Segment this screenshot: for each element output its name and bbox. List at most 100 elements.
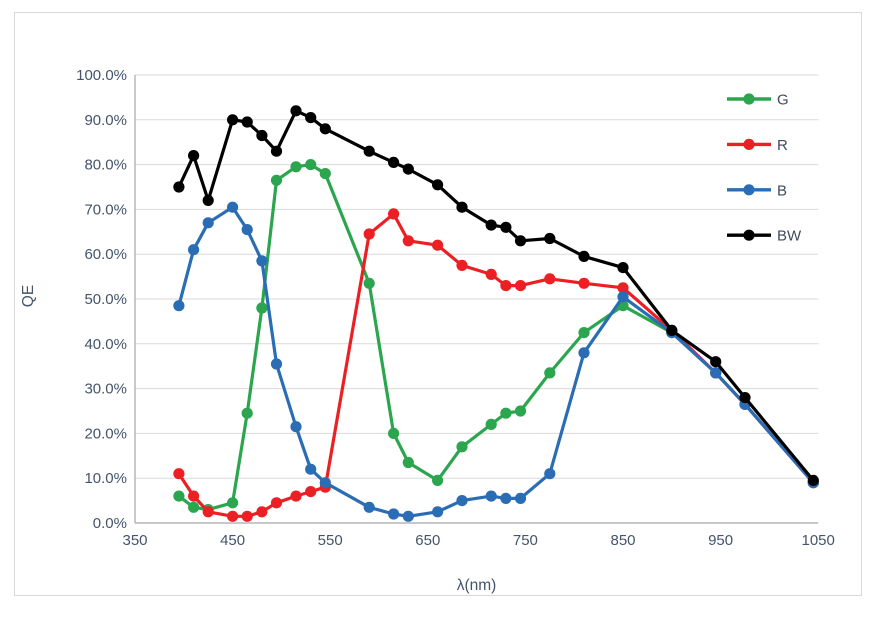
- data-point-R: [305, 486, 317, 498]
- data-point-G: [402, 456, 414, 469]
- data-point-BW: [544, 232, 556, 245]
- x-axis-title: λ(nm): [456, 577, 497, 594]
- legend-marker-BW: [743, 229, 755, 241]
- data-point-G: [173, 490, 185, 502]
- x-tick-label: 850: [610, 532, 635, 549]
- data-point-BW: [807, 474, 819, 486]
- data-point-R: [617, 282, 629, 294]
- data-point-BW: [617, 262, 629, 274]
- y-tick-label: 10.0%: [84, 470, 127, 487]
- data-point-G: [241, 407, 253, 419]
- data-point-G: [256, 302, 268, 314]
- data-point-B: [402, 510, 414, 522]
- y-tick-label: 80.0%: [84, 157, 127, 174]
- data-point-B: [290, 421, 302, 433]
- data-point-B: [363, 501, 375, 513]
- data-point-BW: [202, 194, 214, 206]
- data-point-BW: [188, 150, 200, 162]
- data-point-B: [305, 463, 317, 475]
- data-point-R: [388, 208, 400, 220]
- data-point-R: [270, 497, 283, 509]
- data-point-BW: [485, 219, 497, 231]
- y-tick-label: 50.0%: [84, 291, 127, 308]
- x-tick-label: 450: [220, 532, 245, 549]
- data-point-R: [432, 239, 444, 251]
- data-point-R: [241, 510, 253, 522]
- data-point-R: [202, 506, 214, 518]
- x-tick-label: 1050: [802, 532, 835, 549]
- y-tick-label: 30.0%: [84, 381, 127, 398]
- data-point-BW: [388, 156, 400, 168]
- data-point-G: [319, 168, 331, 180]
- data-point-B: [256, 255, 268, 267]
- chart-outer-border: [14, 12, 862, 596]
- data-point-G: [544, 367, 556, 379]
- x-tick-label: 650: [415, 532, 440, 549]
- data-point-G: [305, 159, 317, 171]
- data-point-BW: [456, 201, 468, 213]
- data-point-B: [617, 291, 629, 303]
- legend-label-BW[interactable]: BW: [777, 228, 802, 245]
- y-tick-label: 60.0%: [84, 246, 127, 263]
- data-point-B: [432, 506, 444, 518]
- data-point-BW: [363, 145, 375, 157]
- data-point-B: [456, 495, 468, 507]
- data-point-G: [456, 441, 468, 453]
- data-point-BW: [256, 129, 268, 142]
- x-tick-label: 550: [318, 532, 343, 549]
- data-point-BW: [319, 123, 331, 135]
- data-point-G: [485, 418, 497, 430]
- legend-label-G[interactable]: G: [777, 92, 789, 109]
- data-point-R: [173, 468, 185, 480]
- data-point-R: [485, 268, 497, 280]
- legend-marker-G: [743, 93, 755, 105]
- data-point-G: [227, 497, 239, 509]
- legend-label-B[interactable]: B: [777, 182, 787, 199]
- data-point-BW: [227, 114, 239, 126]
- data-point-B: [544, 468, 556, 480]
- data-point-R: [290, 490, 302, 502]
- data-point-BW: [500, 221, 512, 233]
- data-point-R: [363, 228, 375, 240]
- data-point-B: [514, 492, 527, 504]
- data-point-R: [227, 510, 239, 522]
- data-point-B: [202, 217, 214, 229]
- data-point-R: [402, 235, 414, 247]
- data-point-G: [578, 327, 590, 339]
- data-point-R: [544, 273, 556, 285]
- y-tick-label: 20.0%: [84, 425, 127, 442]
- data-point-R: [256, 506, 268, 518]
- y-tick-label: 100.0%: [76, 67, 127, 84]
- data-point-B: [319, 477, 331, 489]
- data-point-BW: [666, 324, 678, 336]
- data-point-G: [514, 405, 527, 417]
- data-point-R: [188, 490, 200, 502]
- data-point-B: [500, 492, 512, 504]
- data-point-R: [456, 259, 468, 271]
- data-point-G: [270, 174, 283, 186]
- data-point-G: [188, 501, 200, 513]
- data-point-B: [710, 367, 722, 379]
- data-point-B: [173, 300, 185, 312]
- y-tick-label: 70.0%: [84, 201, 127, 218]
- data-point-BW: [432, 179, 444, 191]
- legend-label-R[interactable]: R: [777, 137, 788, 154]
- data-point-BW: [173, 181, 185, 193]
- legend-marker-B: [743, 184, 755, 196]
- data-point-R: [514, 280, 527, 292]
- data-point-BW: [290, 105, 302, 117]
- y-axis-title: QE: [20, 284, 38, 308]
- data-point-G: [388, 427, 400, 439]
- data-point-B: [388, 508, 400, 520]
- data-point-BW: [241, 116, 253, 128]
- y-tick-label: 0.0%: [93, 515, 127, 532]
- data-point-G: [290, 161, 302, 173]
- data-point-B: [578, 347, 590, 359]
- x-tick-label: 350: [122, 532, 147, 549]
- data-point-BW: [710, 356, 722, 368]
- legend-marker-R: [743, 138, 755, 150]
- data-point-B: [270, 358, 283, 370]
- data-point-BW: [514, 235, 527, 247]
- data-point-G: [432, 474, 444, 486]
